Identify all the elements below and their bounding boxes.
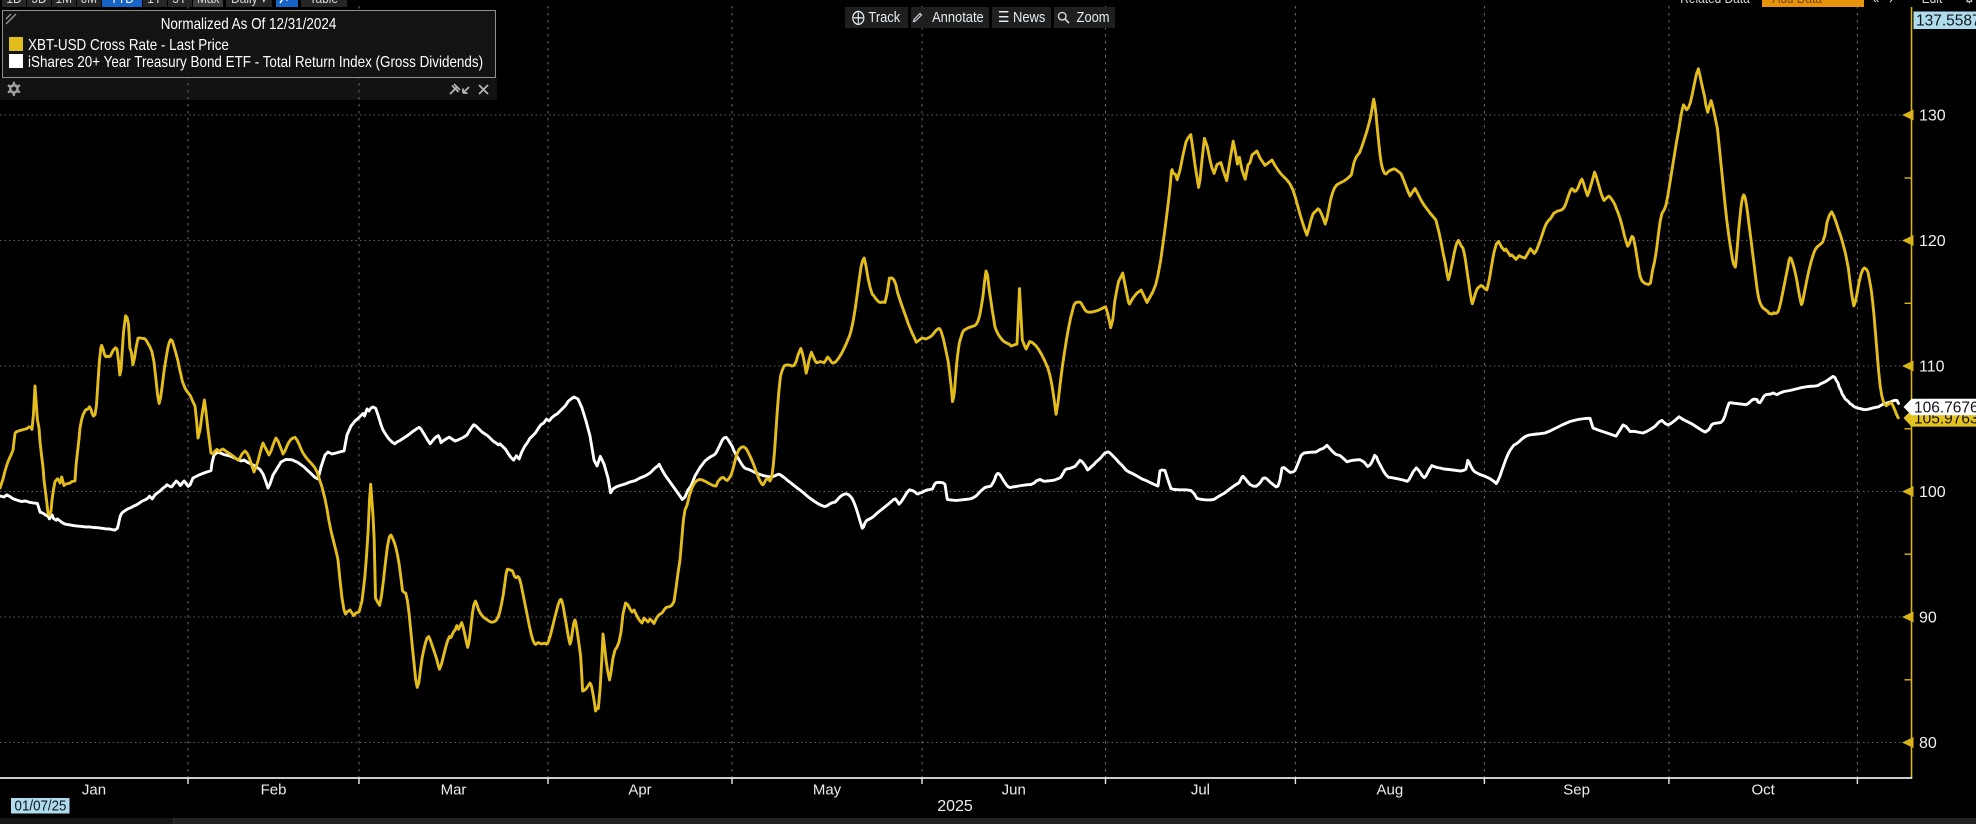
- svg-text:Oct: Oct: [1751, 782, 1775, 799]
- svg-text:May: May: [813, 782, 842, 799]
- svg-text:Aug: Aug: [1377, 782, 1404, 799]
- svg-text:Jul: Jul: [1191, 782, 1210, 799]
- svg-text:137.5587: 137.5587: [1916, 13, 1976, 30]
- svg-text:106.7676: 106.7676: [1914, 400, 1976, 417]
- svg-text:130: 130: [1919, 108, 1946, 125]
- svg-text:01/07/25: 01/07/25: [15, 797, 67, 814]
- svg-text:Mar: Mar: [441, 782, 467, 799]
- svg-text:80: 80: [1919, 735, 1937, 752]
- svg-text:100: 100: [1919, 484, 1946, 501]
- svg-text:110: 110: [1919, 359, 1945, 376]
- svg-text:Sep: Sep: [1563, 782, 1590, 799]
- svg-text:120: 120: [1919, 233, 1946, 250]
- svg-text:90: 90: [1919, 610, 1937, 627]
- svg-text:Apr: Apr: [628, 782, 651, 799]
- svg-text:2025: 2025: [937, 798, 973, 815]
- svg-text:Jun: Jun: [1002, 782, 1026, 799]
- svg-text:Feb: Feb: [261, 782, 287, 799]
- svg-text:Jan: Jan: [82, 782, 106, 799]
